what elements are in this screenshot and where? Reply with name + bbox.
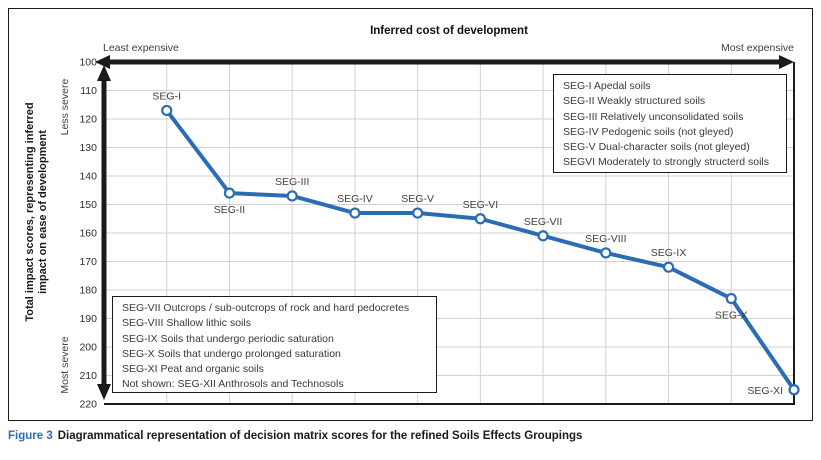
legend-item: SEG-II Weakly structured soils — [563, 95, 706, 108]
y-tick-label: 140 — [79, 171, 97, 183]
data-point-marker — [725, 292, 737, 305]
figure-caption-text: Diagrammatical representation of decisio… — [57, 430, 583, 442]
legend-lower-groups: SEG-VII Outcrops / sub-outcrops of rock … — [112, 296, 437, 393]
legend-item: SEG-III Relatively unconsolidated soils — [563, 110, 744, 123]
figure-caption-label: Figure 3 — [8, 430, 53, 442]
legend-item: SEG-IX Soils that undergo periodic satur… — [122, 332, 334, 345]
legend-item: SEG-V Dual-character soils (not gleyed) — [563, 141, 750, 154]
y-tick-label: 170 — [79, 256, 97, 268]
y-tick-label: 210 — [79, 370, 97, 382]
legend-item: SEG-IV Pedogenic soils (not gleyed) — [563, 125, 734, 138]
legend-item: SEG-VII Outcrops / sub-outcrops of rock … — [122, 302, 410, 314]
data-point-marker — [474, 213, 486, 225]
data-point-label: SEG-X — [715, 310, 748, 322]
data-point-label: SEG-V — [401, 193, 434, 205]
y-tick-label: 150 — [79, 199, 97, 211]
x-axis-right-label: Most expensive — [721, 42, 794, 54]
data-point-marker — [412, 207, 424, 219]
legend-item: SEGVI Moderately to strongly structerd s… — [563, 156, 769, 169]
legend-item: SEG-VIII Shallow lithic soils — [122, 317, 251, 330]
y-tick-label: 200 — [79, 342, 97, 354]
y-tick-label: 110 — [80, 85, 97, 97]
data-point-marker — [161, 104, 173, 117]
data-point-marker — [662, 261, 675, 273]
data-point-label: SEG-III — [275, 176, 309, 188]
legend-upper-groups: SEG-I Apedal soils SEG-II Weakly structur… — [553, 74, 787, 173]
figure-caption: Figure 3 Diagrammatical representation of… — [8, 430, 808, 442]
data-point-marker — [349, 207, 361, 219]
y-axis-up-arrowhead-icon — [97, 65, 111, 81]
data-point-label: SEG-I — [152, 90, 181, 102]
data-point-label: SEG-VIII — [585, 233, 626, 245]
y-tick-label: 130 — [79, 142, 97, 154]
data-point-label: SEG-IV — [337, 193, 373, 205]
data-point-label: SEG-VII — [524, 216, 563, 228]
x-axis-left-label: Least expensive — [103, 42, 179, 54]
legend-item: SEG-I Apedal soils — [563, 80, 651, 92]
x-axis-right-arrowhead-icon — [779, 55, 794, 69]
data-point-label: SEG-IX — [651, 247, 687, 259]
data-point-marker — [537, 230, 549, 242]
legend-item: SEG-X Soils that undergo prolonged satur… — [122, 347, 341, 360]
x-axis-left-arrowhead-icon — [95, 55, 110, 69]
data-point-marker — [788, 384, 800, 396]
legend-item: SEG-XI Peat and organic soils — [122, 363, 264, 376]
y-tick-label: 220 — [79, 399, 97, 411]
chart-title: Inferred cost of development — [370, 25, 528, 37]
y-axis-down-arrowhead-icon — [97, 384, 111, 400]
legend-item: Not shown: SEG-XII Anthrosols and Techno… — [122, 378, 344, 391]
data-point-marker — [223, 187, 236, 199]
data-point-label: SEG-VI — [463, 199, 499, 211]
data-point-marker — [600, 247, 612, 259]
y-tick-label: 160 — [79, 228, 97, 240]
data-point-label: SEG-XI — [747, 385, 783, 397]
y-tick-label: 100 — [79, 57, 97, 69]
y-tick-label: 190 — [79, 313, 97, 325]
data-point-marker — [286, 190, 298, 202]
data-point-label: SEG-II — [214, 204, 246, 216]
y-tick-label: 120 — [79, 114, 97, 126]
y-tick-label: 180 — [79, 285, 97, 297]
